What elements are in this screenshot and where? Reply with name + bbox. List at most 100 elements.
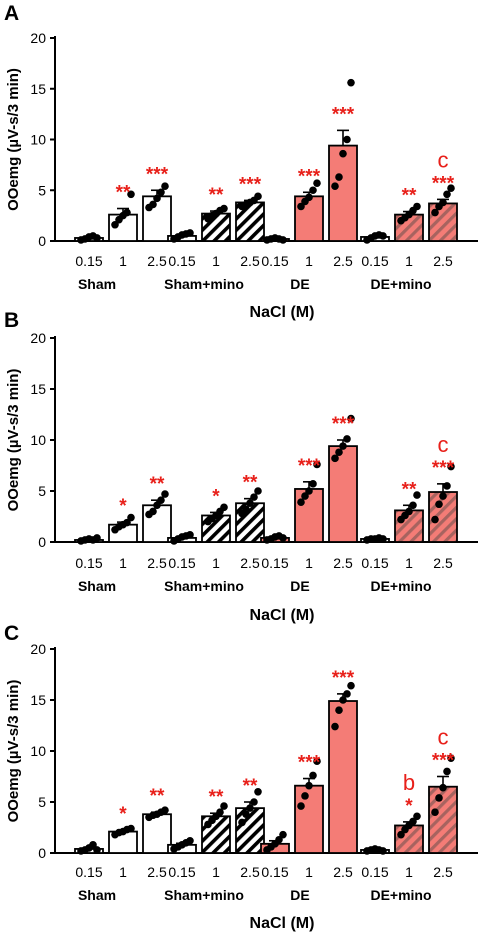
data-point	[157, 188, 165, 197]
data-point	[439, 783, 447, 792]
x-tick-label: 1	[305, 555, 313, 571]
data-point	[279, 830, 287, 839]
data-point	[254, 788, 262, 796]
data-point	[347, 414, 355, 423]
significance-mark: *	[212, 486, 220, 507]
significance-mark: ***	[298, 753, 321, 774]
x-axis-title: NaCl (M)	[250, 607, 315, 624]
data-point	[447, 754, 455, 762]
y-tick-label: 5	[38, 182, 46, 198]
data-point	[93, 846, 101, 854]
x-tick-label: 0.15	[261, 555, 288, 571]
x-tick-label: 2.5	[433, 253, 453, 269]
bar	[235, 201, 265, 242]
data-point	[220, 802, 228, 810]
data-point	[254, 192, 262, 201]
significance-mark: **	[116, 183, 131, 204]
x-tick-label: 0.15	[75, 864, 102, 880]
significance-mark: **	[243, 776, 258, 797]
data-point	[343, 435, 351, 443]
x-tick-label: 1	[405, 253, 413, 269]
chart-panel-b: B OOemg (µV-s/3 min) 0 5 10 15 20 0.15 * 1 ** 2.5 Sh…	[4, 309, 478, 624]
y-tick-label: 10	[30, 432, 46, 448]
data-point	[409, 817, 417, 826]
significance-mark: ***	[298, 166, 321, 187]
x-tick-label: 1	[305, 253, 313, 269]
data-point	[339, 149, 347, 158]
group-label: DE+mino	[370, 887, 431, 903]
data-point	[220, 503, 228, 512]
data-point	[343, 135, 351, 144]
data-point	[309, 480, 317, 488]
data-point	[435, 794, 443, 802]
x-tick-label: 2.5	[240, 253, 260, 269]
data-point	[439, 198, 447, 207]
data-point	[279, 236, 287, 244]
comparison-letter: c	[438, 147, 449, 172]
y-tick-label: 20	[30, 641, 46, 657]
data-point	[161, 182, 169, 190]
group-label: DE+mino	[370, 276, 431, 292]
x-tick-label: 1	[119, 555, 127, 571]
data-point	[149, 507, 157, 516]
panel-letter: C	[4, 622, 19, 645]
x-tick-label: 2.5	[433, 555, 453, 571]
x-tick-label: 2.5	[147, 253, 167, 269]
x-tick-label: 1	[405, 555, 413, 571]
x-axis-title: NaCl (M)	[250, 915, 315, 932]
bar	[428, 785, 458, 854]
group-label: DE	[290, 578, 309, 594]
data-point	[301, 492, 309, 500]
data-point	[153, 194, 161, 203]
data-point	[409, 501, 417, 510]
data-point	[413, 812, 421, 821]
significance-mark: *	[405, 796, 413, 817]
data-point	[242, 505, 250, 514]
x-tick-label: 1	[119, 253, 127, 269]
data-point	[250, 798, 258, 806]
y-axis-title: OOemg (µV-s/3 min)	[5, 68, 22, 211]
comparison-letter: c	[438, 432, 449, 457]
bar	[294, 784, 324, 854]
data-point	[127, 824, 135, 833]
data-point	[275, 835, 283, 844]
data-point	[379, 535, 387, 543]
bar	[294, 195, 324, 242]
data-point	[413, 491, 421, 499]
x-tick-label: 0.15	[361, 864, 388, 880]
y-tick-label: 20	[30, 30, 46, 46]
data-point	[339, 696, 347, 704]
bar	[328, 445, 358, 543]
data-point	[301, 792, 309, 800]
x-tick-label: 2.5	[240, 864, 260, 880]
x-tick-label: 0.15	[261, 253, 288, 269]
data-point	[297, 202, 305, 211]
data-point	[379, 232, 387, 240]
x-tick-label: 1	[305, 864, 313, 880]
data-point	[305, 193, 313, 202]
data-point	[111, 220, 119, 229]
y-tick-label: 20	[30, 330, 46, 346]
data-point	[127, 513, 135, 522]
x-tick-label: 0.15	[75, 253, 102, 269]
data-point	[313, 460, 321, 469]
chart-panel-a: A OOemg (µV-s/3 min) 0 5 10 15 20 0.15 ** 1 *** 2.5…	[4, 2, 478, 321]
panel-letter: B	[4, 309, 19, 332]
significance-mark: ***	[332, 104, 355, 125]
x-tick-label: 0.15	[361, 555, 388, 571]
data-point	[297, 802, 305, 810]
bar	[394, 509, 424, 543]
data-point	[397, 830, 405, 839]
data-point	[186, 531, 194, 539]
data-point	[339, 442, 347, 450]
data-point	[238, 818, 246, 827]
data-point	[242, 810, 250, 819]
data-point	[297, 498, 305, 507]
data-point	[157, 496, 165, 504]
data-point	[254, 487, 262, 495]
x-tick-label: 2.5	[333, 864, 353, 880]
data-point	[343, 690, 351, 698]
x-tick-label: 1	[119, 864, 127, 880]
data-point	[93, 534, 101, 542]
